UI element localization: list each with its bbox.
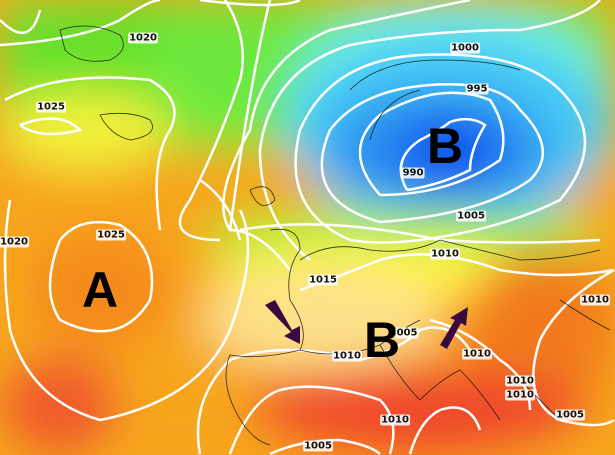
low-pressure-label-scandinavia: B — [426, 118, 464, 174]
arrow-adriatic — [440, 307, 468, 349]
isobar-label: 1015 — [308, 274, 338, 286]
isobar-label: 1005 — [303, 440, 333, 452]
isobar-label: 990 — [401, 167, 425, 179]
movement-arrows — [265, 300, 468, 349]
arrow-bay-of-biscay — [265, 300, 300, 344]
isobar-label: 1020 — [128, 32, 158, 44]
isobar-label: 1020 — [0, 236, 29, 248]
isobar-label: 1025 — [36, 101, 66, 113]
isobar-label: 1000 — [450, 42, 480, 54]
isobar-label: 1010 — [462, 348, 492, 360]
isobar-label: 995 — [465, 83, 489, 95]
isobar-label: 1025 — [96, 229, 126, 241]
isobar-label: 1010 — [430, 248, 460, 260]
low-pressure-label-mediterranean: B — [363, 312, 401, 368]
isobar-label: 1010 — [380, 414, 410, 426]
isobar-label: 1010 — [332, 350, 362, 362]
isobar-label: 1010 — [505, 389, 535, 401]
high-pressure-label: A — [81, 262, 119, 318]
isobar-label: 005 — [395, 327, 419, 339]
isobar-label: 1010 — [505, 375, 535, 387]
isobar-label: 1005 — [456, 210, 486, 222]
isobar-label: 1010 — [580, 294, 610, 306]
isobar-label: 1005 — [555, 409, 585, 421]
